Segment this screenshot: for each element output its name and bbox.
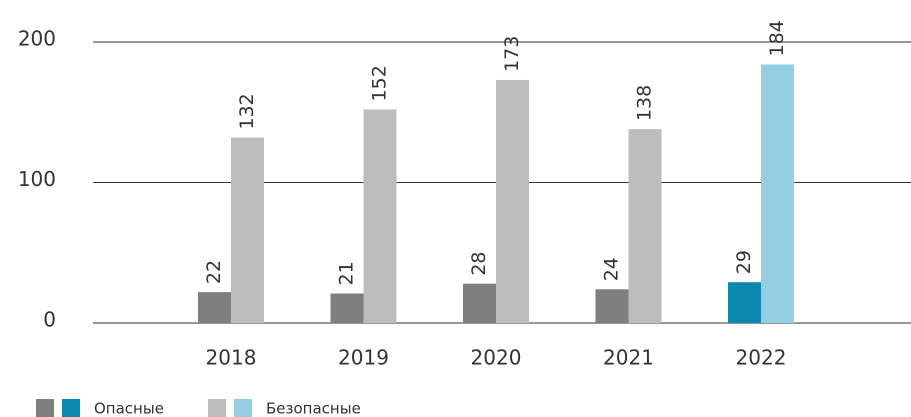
bar [728, 282, 761, 323]
x-tick-label: 2020 [471, 346, 522, 370]
bar [330, 293, 364, 323]
legend-swatch [234, 399, 252, 417]
legend-label: Опасные [94, 400, 164, 417]
bar [231, 137, 264, 323]
legend-label: Безопасные [266, 400, 361, 417]
value-label: 173 [501, 36, 523, 72]
x-tick-label: 2019 [338, 346, 389, 370]
value-label: 24 [601, 257, 623, 281]
y-tick-label: 0 [43, 308, 56, 332]
value-label: 152 [369, 65, 391, 101]
y-tick-label: 100 [18, 167, 56, 191]
x-tick-label: 2021 [603, 346, 654, 370]
bar [198, 292, 231, 323]
legend-swatch [36, 399, 54, 417]
value-label: 132 [236, 93, 258, 129]
legend-swatch [62, 399, 80, 417]
bar [496, 79, 529, 323]
x-tick-label: 2022 [736, 346, 787, 370]
value-label: 184 [766, 20, 788, 56]
value-label: 29 [733, 250, 755, 274]
legend-swatch [208, 399, 226, 417]
bar [595, 289, 629, 323]
y-tick-label: 200 [18, 27, 56, 51]
bar [363, 109, 397, 323]
bar [761, 64, 794, 323]
bar [463, 283, 496, 323]
x-tick-label: 2018 [206, 346, 257, 370]
value-label: 21 [336, 261, 358, 285]
value-label: 138 [634, 85, 656, 121]
value-label: 22 [203, 260, 225, 284]
bar [628, 129, 662, 323]
value-label: 28 [468, 251, 490, 275]
